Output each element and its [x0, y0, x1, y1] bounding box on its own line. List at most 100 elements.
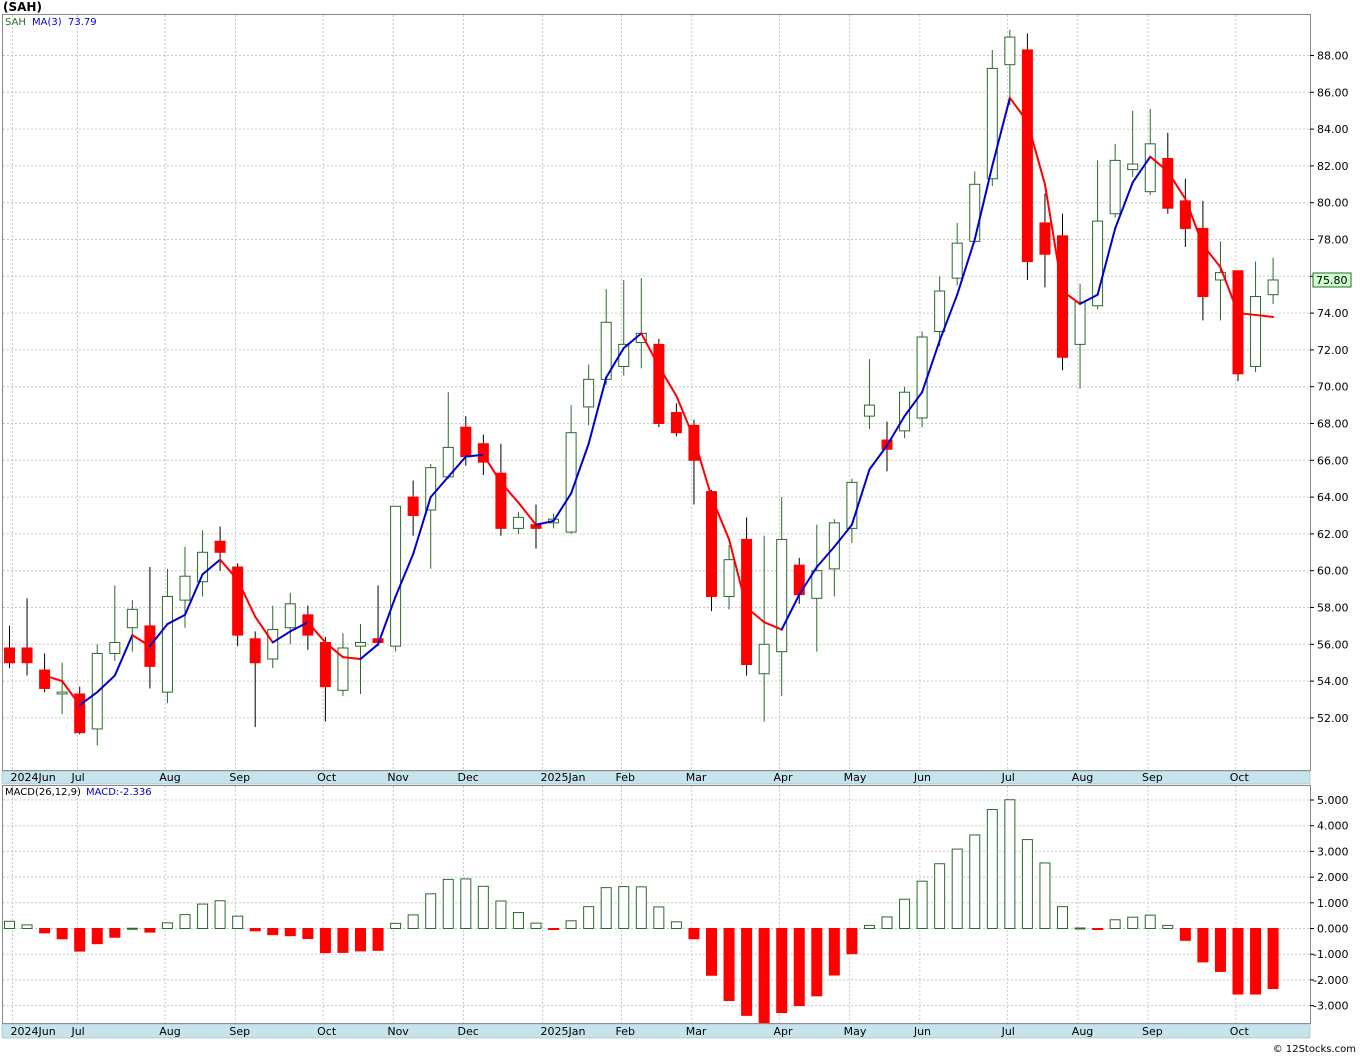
ma-segment	[1026, 120, 1046, 186]
macd-x-tick-label: Apr	[773, 1025, 793, 1038]
candle	[723, 544, 735, 610]
ma-segment	[61, 680, 81, 707]
macd-bar	[109, 928, 121, 938]
macd-bar	[126, 927, 138, 930]
macd-x-tick-label: Nov	[387, 1025, 409, 1038]
price-x-axis: 2024Jun Jul Aug Sep Oct Nov Dec 2025Jan Feb Mar Ap…	[11, 771, 1250, 784]
price-x-tick-label: Dec	[458, 771, 479, 784]
macd-x-tick-label: 2024Jun	[11, 1025, 56, 1038]
macd-bar	[4, 920, 15, 930]
candle	[776, 497, 788, 696]
ma-segment	[447, 455, 467, 478]
candle	[197, 530, 209, 597]
legend-symbol: SAH	[5, 17, 26, 28]
candle-body	[1232, 270, 1244, 375]
candle	[934, 276, 946, 347]
candle-body	[1162, 158, 1174, 209]
price-y-tick-label: 84.00	[1317, 123, 1349, 136]
ma-segment	[728, 538, 748, 609]
macd-bar	[1232, 928, 1244, 995]
candle-body	[758, 643, 770, 675]
candle	[951, 222, 963, 286]
macd-y-tick-label: 2.000	[1317, 871, 1349, 884]
candle-body	[126, 608, 138, 629]
ma-segment	[868, 444, 888, 471]
candle-body	[776, 538, 788, 653]
candle	[1109, 143, 1121, 218]
macd-bar	[425, 893, 437, 929]
macd-bar	[214, 900, 226, 930]
candle	[863, 359, 875, 430]
ma-segment	[184, 573, 204, 616]
price-y-tick-label: 60.00	[1317, 565, 1349, 578]
candle-body	[1021, 49, 1033, 263]
candle	[706, 489, 717, 612]
macd-bar	[407, 914, 419, 930]
macd-bar	[1109, 919, 1121, 930]
macd-bar	[811, 928, 823, 997]
ma-segment	[271, 630, 292, 644]
price-x-tick-label: Jul	[1001, 771, 1015, 784]
ma-segment	[692, 437, 713, 499]
candle-body	[1267, 279, 1279, 296]
ma-segment	[131, 634, 151, 648]
macd-y-tick-label: -3.000	[1313, 1000, 1348, 1013]
ma-segment	[745, 606, 766, 624]
macd-bar	[390, 922, 402, 929]
macd-legend-label: MACD(26,12,9)	[5, 787, 81, 798]
candle-body	[477, 443, 489, 463]
macd-bar	[197, 903, 209, 930]
candle-body	[39, 669, 51, 689]
candle	[653, 338, 665, 428]
last-price-label: 75.80	[1316, 274, 1348, 287]
ma-segment	[359, 643, 380, 661]
macd-bar	[1179, 928, 1191, 941]
macd-bar	[284, 928, 296, 937]
ma-segment	[1237, 312, 1257, 316]
macd-bar	[179, 914, 191, 930]
candle	[565, 405, 577, 534]
candle-body	[565, 432, 577, 533]
macd-bars	[4, 799, 1279, 1024]
macd-y-tick-label: 0.000	[1317, 923, 1349, 936]
candle-body	[723, 559, 735, 597]
chart-title: (SAH)	[3, 0, 42, 14]
candle	[267, 605, 279, 669]
ma-segment	[640, 332, 660, 368]
candle	[74, 686, 86, 735]
price-x-tick-label: Aug	[1072, 771, 1093, 784]
candle-body	[951, 242, 963, 279]
macd-bar	[706, 928, 717, 976]
ma-segment	[1254, 313, 1275, 318]
ma-segment	[552, 492, 573, 523]
macd-bar	[1250, 928, 1262, 995]
ma-segment	[1201, 244, 1222, 269]
candle-body	[863, 404, 875, 417]
watermark: © 12Stocks.com	[1273, 1044, 1356, 1055]
price-x-tick-label: Sep	[229, 771, 250, 784]
candle-body	[934, 290, 946, 332]
price-y-tick-label: 56.00	[1317, 638, 1349, 651]
macd-bar	[776, 928, 788, 1014]
macd-bar	[863, 924, 875, 930]
candle-body	[4, 647, 15, 664]
candle	[407, 480, 419, 536]
ma-segment	[991, 96, 1011, 167]
macd-x-tick-label: Jun	[913, 1025, 931, 1038]
macd-bar	[39, 928, 51, 934]
macd-bar	[758, 928, 770, 1024]
price-y-tick-label: 88.00	[1317, 50, 1349, 63]
ma-segment	[43, 674, 64, 683]
candle	[337, 633, 349, 696]
price-y-tick-label: 64.00	[1317, 491, 1349, 504]
macd-x-tick-label: Aug	[1072, 1025, 1093, 1038]
ma-segment	[798, 566, 818, 596]
price-x-tick-label: 2024Jun	[11, 771, 56, 784]
candle	[1197, 200, 1209, 321]
macd-bar	[969, 834, 981, 930]
macd-bar	[477, 885, 489, 929]
ma-segment	[324, 641, 344, 659]
macd-x-axis: 2024Jun Jul Aug Sep Oct Nov Dec 2025Jan Feb Mar Ap…	[11, 1025, 1250, 1038]
candle-body	[179, 575, 191, 601]
